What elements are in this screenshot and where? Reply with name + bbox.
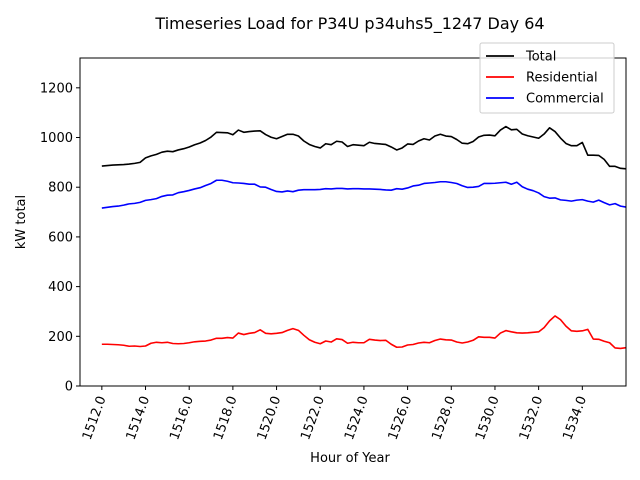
plot-frame bbox=[79, 57, 627, 387]
legend-label-residential: Residential bbox=[526, 71, 598, 86]
y-tick-label: 1200 bbox=[40, 81, 73, 96]
y-axis-ticks: 0 200 400 600 800 1000 1200 bbox=[40, 81, 80, 395]
chart-title: Timeseries Load for P34U p34uhs5_1247 Da… bbox=[154, 14, 544, 34]
y-tick-label: 200 bbox=[48, 330, 73, 345]
legend-label-total: Total bbox=[525, 50, 556, 65]
y-tick-label: 400 bbox=[48, 280, 73, 295]
legend-label-commercial: Commercial bbox=[526, 92, 604, 107]
y-tick-label: 1000 bbox=[40, 131, 73, 146]
series-layer bbox=[101, 125, 627, 350]
y-tick-label: 0 bbox=[65, 380, 73, 395]
y-tick-label: 600 bbox=[48, 230, 73, 245]
series-line-commercial bbox=[101, 179, 627, 209]
series-line-residential bbox=[101, 315, 627, 350]
y-tick-label: 800 bbox=[48, 181, 73, 196]
legend-box bbox=[479, 42, 615, 114]
legend: Total Residential Commercial bbox=[479, 42, 615, 114]
y-axis-label: kW total bbox=[14, 195, 29, 249]
series-line-total bbox=[101, 125, 627, 170]
x-axis-label: Hour of Year bbox=[310, 451, 390, 466]
